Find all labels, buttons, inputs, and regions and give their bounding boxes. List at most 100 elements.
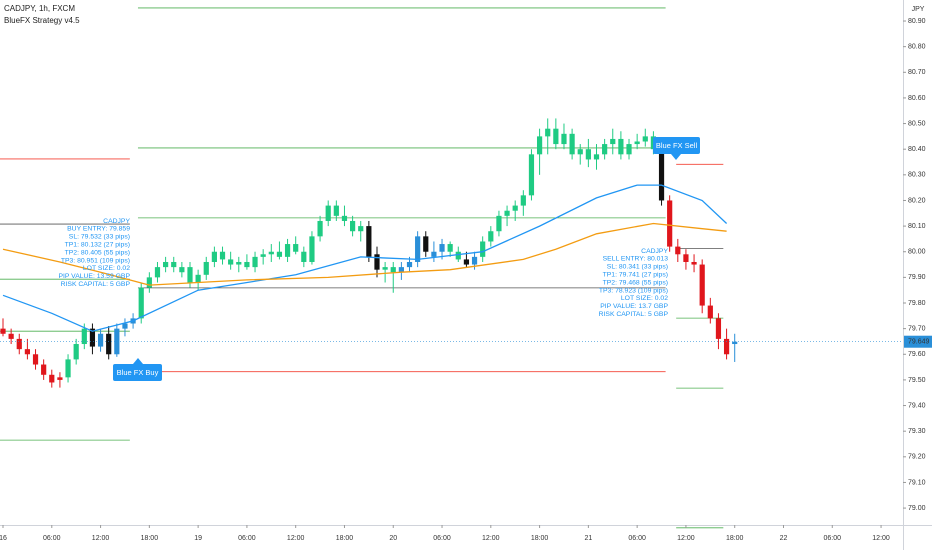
candle-body [73, 344, 79, 360]
candle-body [203, 261, 209, 275]
candle-body [585, 149, 591, 160]
candle-body [675, 246, 681, 255]
candle-body [349, 220, 356, 232]
candle-body [707, 305, 713, 319]
candle-body [691, 261, 697, 265]
y-tick-label: 79.40 [908, 402, 926, 409]
candle-body [553, 128, 559, 145]
y-tick-label: 79.00 [908, 505, 926, 512]
candle-body [219, 251, 226, 260]
candle-body [16, 338, 22, 350]
x-tick-label: 12:00 [872, 535, 890, 542]
candle-body [496, 215, 502, 232]
x-tick-label: 06:00 [433, 535, 451, 542]
x-tick-label: 22 [780, 535, 788, 542]
candle-body [536, 136, 543, 155]
candle-body [471, 256, 478, 265]
candle-body [284, 244, 291, 257]
candle-body [431, 251, 437, 257]
y-tick-label: 79.20 [908, 454, 926, 461]
candle-body [154, 267, 161, 278]
candle-body [593, 154, 600, 160]
x-tick-label: 20 [389, 535, 397, 542]
candle-body [520, 195, 526, 206]
signal-info: CADJPY [641, 248, 668, 255]
candle-body [106, 333, 112, 355]
candle-body [317, 220, 323, 237]
x-tick-label: 19 [194, 535, 202, 542]
candle-body [398, 267, 404, 273]
chart-title: CADJPY, 1h, FXCM [4, 4, 75, 13]
x-tick-label: 18:00 [531, 535, 549, 542]
candle-body [626, 144, 632, 155]
candle-body [65, 359, 71, 378]
candle-body [97, 333, 104, 347]
candle-body [366, 226, 372, 257]
candle-body [24, 349, 30, 355]
x-tick-label: 06:00 [43, 535, 61, 542]
candle-body [512, 205, 518, 211]
y-tick-label: 80.70 [908, 69, 926, 76]
candle-body [569, 133, 575, 155]
y-tick-label: 80.50 [908, 120, 926, 127]
y-tick-label: 80.10 [908, 223, 926, 230]
x-tick-label: 06:00 [238, 535, 256, 542]
y-tick-label: 80.90 [908, 18, 926, 25]
candle-body [545, 128, 551, 137]
y-tick-label: 79.50 [908, 377, 926, 384]
signal-info: TP3: 80.951 (109 pips) [61, 257, 130, 264]
candle-body [723, 338, 730, 355]
candle-body [260, 254, 266, 257]
candle-body [276, 251, 283, 257]
y-tick-label: 80.00 [908, 249, 926, 256]
candle-body [122, 323, 128, 329]
candle-body [463, 259, 470, 265]
candle-body [374, 254, 380, 270]
signal-info: SELL ENTRY: 80.013 [603, 256, 669, 263]
candle-body [89, 328, 96, 347]
moving-average [2, 184, 728, 332]
candle-body [732, 341, 738, 345]
candle-body [455, 251, 461, 260]
candle-body [252, 256, 258, 268]
y-tick-label: 79.10 [908, 479, 926, 486]
y-tick-label: 79.60 [908, 351, 926, 358]
candle-body [658, 149, 665, 201]
signal-label: Blue FX Sell [656, 141, 698, 150]
candle-body [504, 210, 510, 216]
x-tick-label: 12:00 [482, 535, 500, 542]
candle-body [195, 274, 201, 283]
signal-info: RISK CAPITAL: 5 GBP [599, 311, 669, 318]
candle-body [41, 364, 47, 375]
candle-body [211, 251, 217, 262]
signal-info: LOT SIZE: 0.02 [621, 295, 668, 302]
candle-body [293, 244, 299, 252]
plot [0, 7, 738, 529]
candle-body [301, 251, 307, 262]
candle-body [341, 215, 348, 221]
candle-body [163, 261, 169, 268]
y-tick-label: 79.30 [908, 428, 926, 435]
candle-body [358, 226, 364, 232]
candle-body [138, 287, 144, 319]
candle-body [333, 205, 339, 216]
signal-pointer [671, 154, 681, 160]
candle-body [309, 236, 315, 262]
candle-body [667, 200, 673, 247]
candle-body [81, 328, 87, 345]
candle-body [390, 267, 396, 273]
y-tick-label: 80.40 [908, 146, 926, 153]
signal-info: RISK CAPITAL: 5 GBP [61, 281, 131, 288]
signal-badge [113, 364, 162, 381]
moving-average [2, 222, 727, 286]
signal-info: CADJPY [103, 218, 130, 225]
last-price-badge [904, 335, 932, 348]
x-tick-label: 06:00 [824, 535, 842, 542]
signal-info: SL: 80.341 (33 pips) [607, 264, 668, 271]
candle-body [179, 267, 185, 273]
y-tick-label: 80.60 [908, 95, 926, 102]
candle-body [406, 261, 413, 268]
candle-body [0, 328, 6, 334]
signal-info: TP2: 80.405 (55 pips) [65, 249, 130, 256]
